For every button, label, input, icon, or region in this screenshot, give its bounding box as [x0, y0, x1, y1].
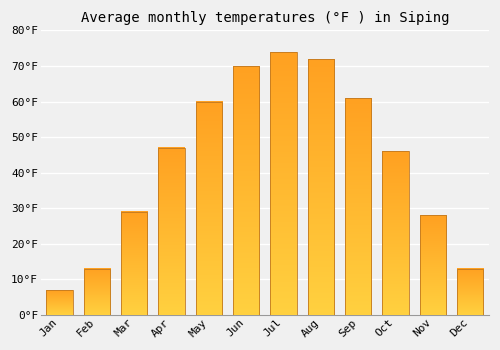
- Title: Average monthly temperatures (°F ) in Siping: Average monthly temperatures (°F ) in Si…: [80, 11, 449, 25]
